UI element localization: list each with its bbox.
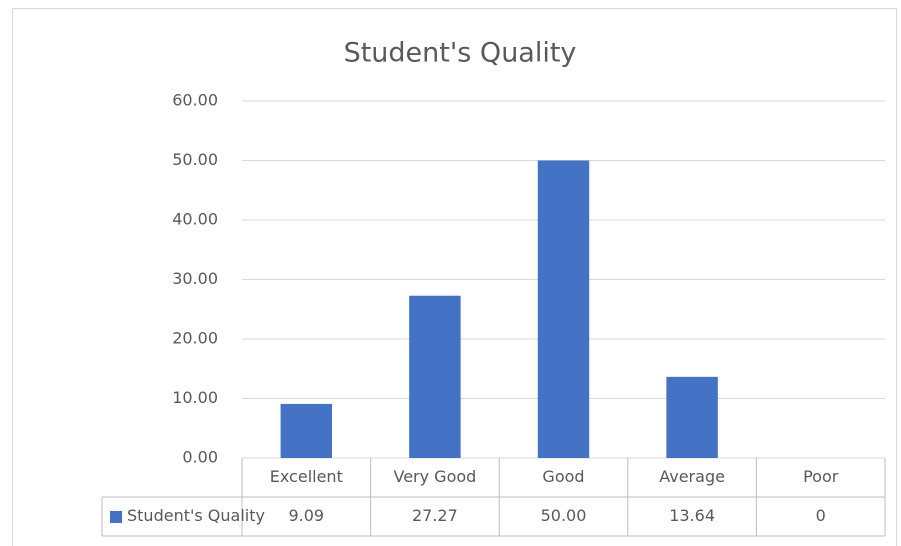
chart-title: Student's Quality (344, 38, 577, 69)
x-tick-label: Average (659, 467, 725, 486)
x-tick-label: Poor (803, 467, 839, 486)
bar (409, 295, 461, 458)
x-tick-label: Good (542, 467, 584, 486)
legend-swatch (110, 511, 122, 523)
y-tick-label: 30.00 (172, 269, 218, 288)
x-tick-label: Very Good (393, 467, 476, 486)
y-tick-label: 50.00 (172, 150, 218, 169)
table-value: 0 (816, 506, 826, 525)
bar (537, 160, 590, 458)
y-tick-label: 10.00 (172, 388, 218, 407)
x-tick-label: Excellent (270, 467, 343, 486)
chart-border (12, 8, 897, 546)
legend-label: Student's Quality (127, 506, 265, 525)
y-tick-label: 40.00 (172, 210, 218, 229)
table-value: 50.00 (541, 506, 587, 525)
table-value: 13.64 (669, 506, 715, 525)
table-value: 9.09 (288, 506, 324, 525)
table-value: 27.27 (412, 506, 458, 525)
bar (280, 403, 333, 458)
bar (666, 376, 718, 458)
y-tick-label: 0.00 (182, 448, 218, 467)
y-tick-label: 20.00 (172, 329, 218, 348)
y-tick-label: 60.00 (172, 91, 218, 110)
